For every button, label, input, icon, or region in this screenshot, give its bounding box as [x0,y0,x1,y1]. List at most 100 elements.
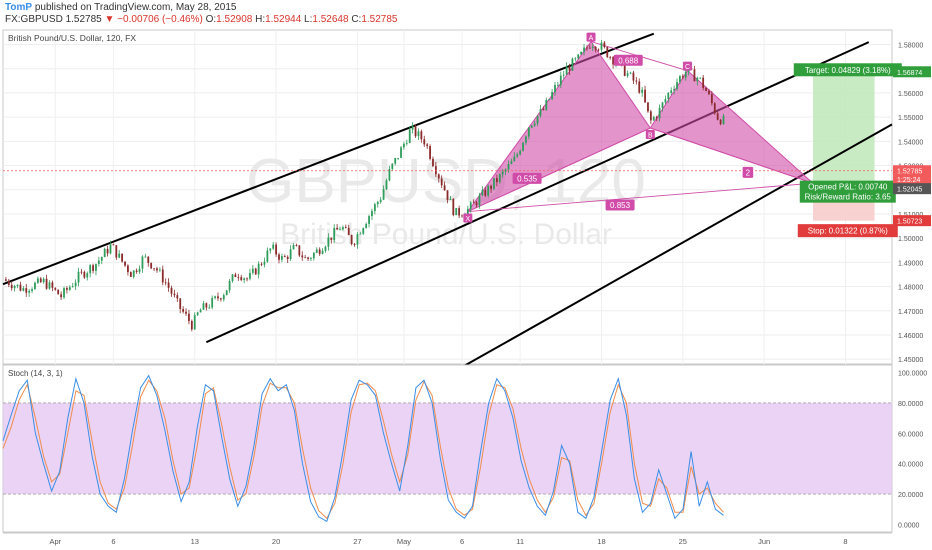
candle [127,264,129,276]
candle [240,274,243,282]
candle [231,273,234,283]
candle [68,285,71,291]
candle-body [336,227,339,230]
pattern-ratio-badge[interactable]: 0.853 [605,199,635,211]
candle-body [310,258,312,259]
pattern-ratio-badge[interactable]: 2 [742,166,754,178]
candle-body [513,156,516,162]
pnl-label: Opened P&L: 0.00740 [808,183,888,192]
candle-body [533,123,536,126]
ohlc-line: FX:GBPUSD 1.52785 ▼ −0.00706 (−0.46%) O:… [5,14,397,25]
candle [144,253,147,258]
candle-body [353,244,356,245]
candle [129,271,132,277]
candle [283,254,286,258]
candle [699,77,702,80]
candle [719,118,722,126]
candle [141,255,144,273]
high-label: H: [255,14,266,25]
candle [417,128,420,140]
pattern-point-b[interactable]: B [645,130,655,139]
candle-body [161,269,164,283]
candle [307,256,309,261]
candle-body [586,47,588,49]
candle-body [545,99,548,110]
candle [301,251,304,261]
target-label[interactable]: Target: 0.04829 (3.18%) [793,63,902,77]
author-name[interactable]: TomP [5,2,33,13]
candle-body [574,58,577,60]
pattern-point-c[interactable]: C [682,61,692,71]
time-tick-label: 6 [460,537,464,546]
candle [121,253,124,263]
stop-label[interactable]: Stop: 0.01322 (0.87%) [797,224,898,238]
pattern-point-label: C [685,64,690,71]
candle [440,175,443,189]
candle-body [548,99,551,100]
pattern-ratio-badge[interactable]: 0.535 [512,172,542,184]
candle-body [260,263,263,265]
candle [295,243,298,247]
candle-body [507,164,510,170]
candle-body [379,199,382,202]
candle-series[interactable] [5,40,725,332]
candle-body [417,131,420,137]
candle [347,224,350,236]
candle-body [89,265,92,274]
candle [281,253,283,263]
pattern-ratio-badge[interactable]: 0.688 [613,54,643,66]
candle [112,243,115,246]
price-tag-text: 1.52785 [897,169,922,176]
candle-body [583,47,585,52]
candle-body [182,308,185,312]
candle [495,174,498,187]
candle [638,78,641,94]
candle-body [629,72,632,74]
pattern-ratio-bg [605,199,635,211]
pattern-point-x[interactable]: X [463,213,473,223]
stoch-series-d [2,379,724,520]
candle-body [681,76,684,78]
candle [626,70,629,78]
candle-body [173,293,176,296]
candle [182,306,185,314]
candle [353,242,356,247]
candle-body [562,74,565,76]
candle-body [164,282,167,284]
channel-trendline[interactable] [449,123,893,375]
candle [158,267,161,273]
candle-body [568,66,571,71]
candle-body [469,202,472,209]
candle-body [638,81,641,93]
candle [649,109,652,125]
candle [667,92,670,103]
candle [382,185,385,201]
stoch-pane[interactable]: 100.0000 80.0000 60.0000 40.0000 20.0000 0.00… [2,364,927,533]
candle-body [214,296,216,299]
candle-body [359,233,362,235]
candle [359,232,362,235]
channel-trendline[interactable] [205,41,870,344]
stoch-title: Stoch (14, 3, 1) [8,369,63,378]
price-pane[interactable]: 1.580001.570001.560001.550001.540001.530… [2,29,931,532]
candle [19,281,22,292]
candle [658,104,661,122]
candle-body [495,178,498,183]
candle [219,297,222,302]
candle-body [269,248,272,251]
price-tag-target: 1.56874 [893,66,931,78]
candle [25,284,28,297]
candle [530,125,533,129]
pattern-point-a[interactable]: A [586,32,596,42]
candle [217,292,219,301]
candle [298,245,301,257]
price-tick-label: 1.48000 [898,285,923,292]
candle-body [202,303,205,310]
candle-body [237,276,240,278]
channel-trendline[interactable] [2,32,655,286]
candle-body [466,208,469,215]
price-tick-label: 1.50000 [898,236,923,243]
candle-body [446,190,449,200]
